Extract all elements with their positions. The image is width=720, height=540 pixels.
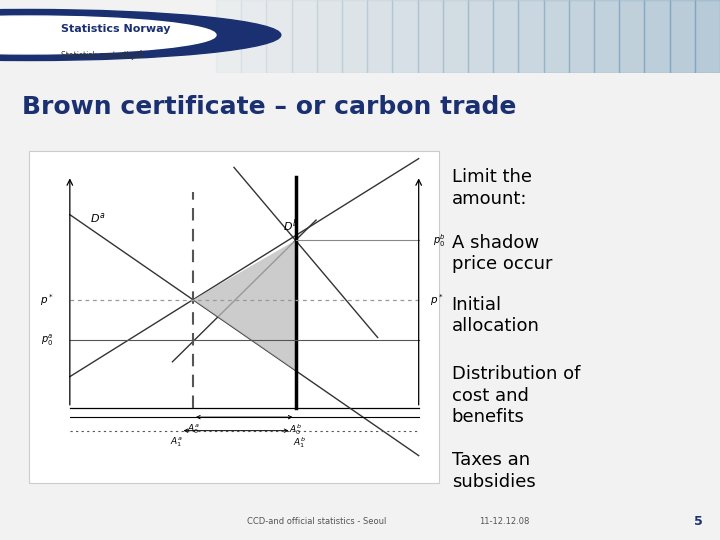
Bar: [392, 0, 418, 73]
Text: CCD-and official statistics - Seoul: CCD-and official statistics - Seoul: [247, 517, 387, 525]
Bar: [266, 0, 292, 73]
Bar: [292, 0, 317, 73]
Text: $A_1^b$: $A_1^b$: [293, 435, 306, 450]
Bar: [418, 0, 443, 73]
Text: $A_1^a$: $A_1^a$: [170, 435, 183, 449]
Bar: [493, 0, 518, 73]
Text: 5: 5: [694, 515, 703, 528]
Bar: [518, 0, 544, 73]
Text: $D^b$: $D^b$: [283, 218, 299, 234]
Bar: [241, 0, 266, 73]
Text: Distribution of
cost and
benefits: Distribution of cost and benefits: [451, 365, 580, 426]
Bar: [619, 0, 644, 73]
Bar: [468, 0, 493, 73]
Text: $p_0^b$: $p_0^b$: [433, 232, 446, 249]
Text: Taxes an
subsidies: Taxes an subsidies: [451, 451, 536, 491]
Circle shape: [0, 10, 281, 60]
Text: 11-12.12.08: 11-12.12.08: [479, 517, 529, 525]
Circle shape: [0, 16, 216, 54]
Bar: [443, 0, 468, 73]
Bar: [670, 0, 695, 73]
Bar: [695, 0, 720, 73]
Bar: [594, 0, 619, 73]
Bar: [317, 0, 342, 73]
Text: Initial
allocation: Initial allocation: [451, 296, 539, 335]
Bar: [644, 0, 670, 73]
Text: Limit the
amount:: Limit the amount:: [451, 168, 532, 207]
Bar: [367, 0, 392, 73]
Polygon shape: [193, 240, 296, 370]
Text: $A_0^b$: $A_0^b$: [289, 422, 302, 437]
Text: A shadow
price occur: A shadow price occur: [451, 234, 552, 273]
Text: $A_0^a$: $A_0^a$: [186, 422, 199, 436]
Bar: [216, 0, 241, 73]
Bar: [569, 0, 594, 73]
Text: Statistics Norway: Statistics Norway: [61, 24, 171, 34]
Text: Statistisk sentralbyrå: Statistisk sentralbyrå: [61, 50, 144, 59]
Text: $D^a$: $D^a$: [91, 211, 106, 225]
Bar: [29, 151, 439, 483]
Text: $p^*$: $p^*$: [430, 292, 444, 308]
Text: $p^*$: $p^*$: [40, 292, 54, 308]
Text: Brown certificate – or carbon trade: Brown certificate – or carbon trade: [22, 94, 516, 119]
Bar: [544, 0, 569, 73]
Bar: [342, 0, 367, 73]
Text: $p_0^a$: $p_0^a$: [41, 333, 53, 348]
